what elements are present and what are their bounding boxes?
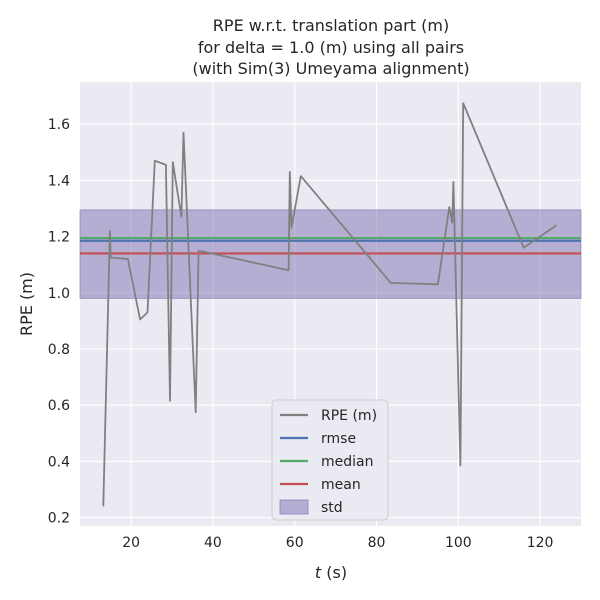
stat-lines — [80, 236, 581, 255]
legend-mean-label: mean — [321, 477, 361, 493]
y-tick-label: 1.6 — [48, 117, 70, 133]
y-tick-label: 1.4 — [48, 173, 70, 189]
legend-std-marker — [279, 499, 309, 515]
x-tick-label: 20 — [122, 535, 140, 551]
x-axis-label-unit: (s) — [321, 563, 347, 582]
x-tick-label: 40 — [204, 535, 222, 551]
legend-rmse-label: rmse — [321, 431, 356, 447]
chart-title: RPE w.r.t. translation part (m) for delt… — [192, 16, 469, 78]
y-tick-label: 0.8 — [48, 342, 70, 358]
x-tick-label: 100 — [445, 535, 472, 551]
x-tick-labels: 20 40 60 80 100 120 — [122, 535, 553, 551]
rpe-series-line — [102, 102, 558, 507]
y-tick-label: 1.2 — [48, 230, 70, 246]
chart-title-line-2: for delta = 1.0 (m) using all pairs — [198, 38, 464, 57]
y-axis-label: RPE (m) — [17, 272, 36, 336]
y-tick-label: 1.0 — [48, 286, 70, 302]
y-tick-label: 0.2 — [48, 511, 70, 527]
legend-std-label: std — [321, 500, 343, 516]
y-tick-label: 0.6 — [48, 398, 70, 414]
legend-median-label: median — [321, 454, 373, 470]
legend-box — [271, 399, 389, 521]
legend: RPE (m) rmse median mean std — [271, 399, 389, 521]
x-axis-label: t (s) — [315, 563, 347, 582]
y-tick-labels: 0.2 0.4 0.6 0.8 1.0 1.2 1.4 1.6 — [48, 117, 70, 526]
y-tick-label: 0.4 — [48, 454, 70, 470]
x-tick-label: 120 — [527, 535, 554, 551]
series-layer — [102, 102, 558, 507]
x-tick-label: 80 — [368, 535, 386, 551]
chart-title-line-3: (with Sim(3) Umeyama alignment) — [192, 59, 469, 78]
x-tick-label: 60 — [286, 535, 304, 551]
legend-rpe-label: RPE (m) — [321, 408, 377, 424]
x-axis-label-var: t — [315, 563, 322, 582]
chart-title-line-1: RPE w.r.t. translation part (m) — [213, 16, 449, 35]
